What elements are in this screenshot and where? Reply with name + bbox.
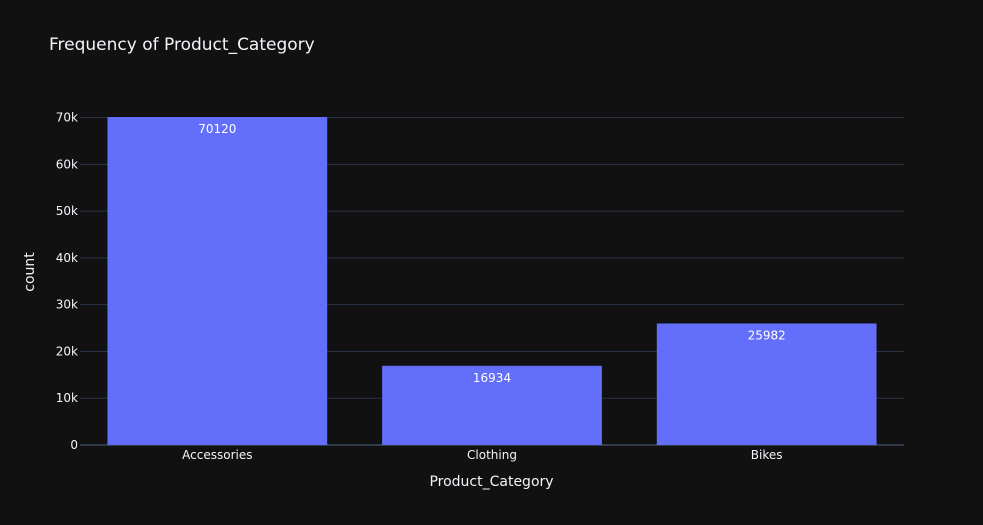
data-label: 25982 xyxy=(748,328,786,342)
y-tick-label: 40k xyxy=(56,251,78,265)
bar-accessories[interactable] xyxy=(107,117,328,445)
x-tick-label: Accessories xyxy=(182,448,252,462)
chart-title: Frequency of Product_Category xyxy=(49,35,315,55)
y-tick-label: 70k xyxy=(56,111,78,125)
bar-clothing[interactable] xyxy=(382,365,602,445)
y-tick-label: 20k xyxy=(56,344,78,358)
x-tick-label: Clothing xyxy=(467,448,517,462)
y-axis-ticks: 0 10k 20k 30k 40k 50k 60k 70k xyxy=(56,111,78,452)
y-tick-label: 50k xyxy=(56,204,78,218)
data-label: 70120 xyxy=(198,122,236,136)
data-label: 16934 xyxy=(473,371,511,385)
bar-bikes[interactable] xyxy=(656,323,877,445)
x-axis-ticks: Accessories Clothing Bikes xyxy=(182,448,782,462)
y-tick-label: 10k xyxy=(56,391,78,405)
y-tick-label: 30k xyxy=(56,298,78,312)
y-tick-label: 60k xyxy=(56,157,78,171)
x-axis-title: Product_Category xyxy=(429,474,553,490)
y-axis-title: count xyxy=(22,252,38,292)
x-tick-label: Bikes xyxy=(751,448,783,462)
y-tick-label: 0 xyxy=(70,438,78,452)
bars: 70120 16934 25982 xyxy=(107,117,877,445)
